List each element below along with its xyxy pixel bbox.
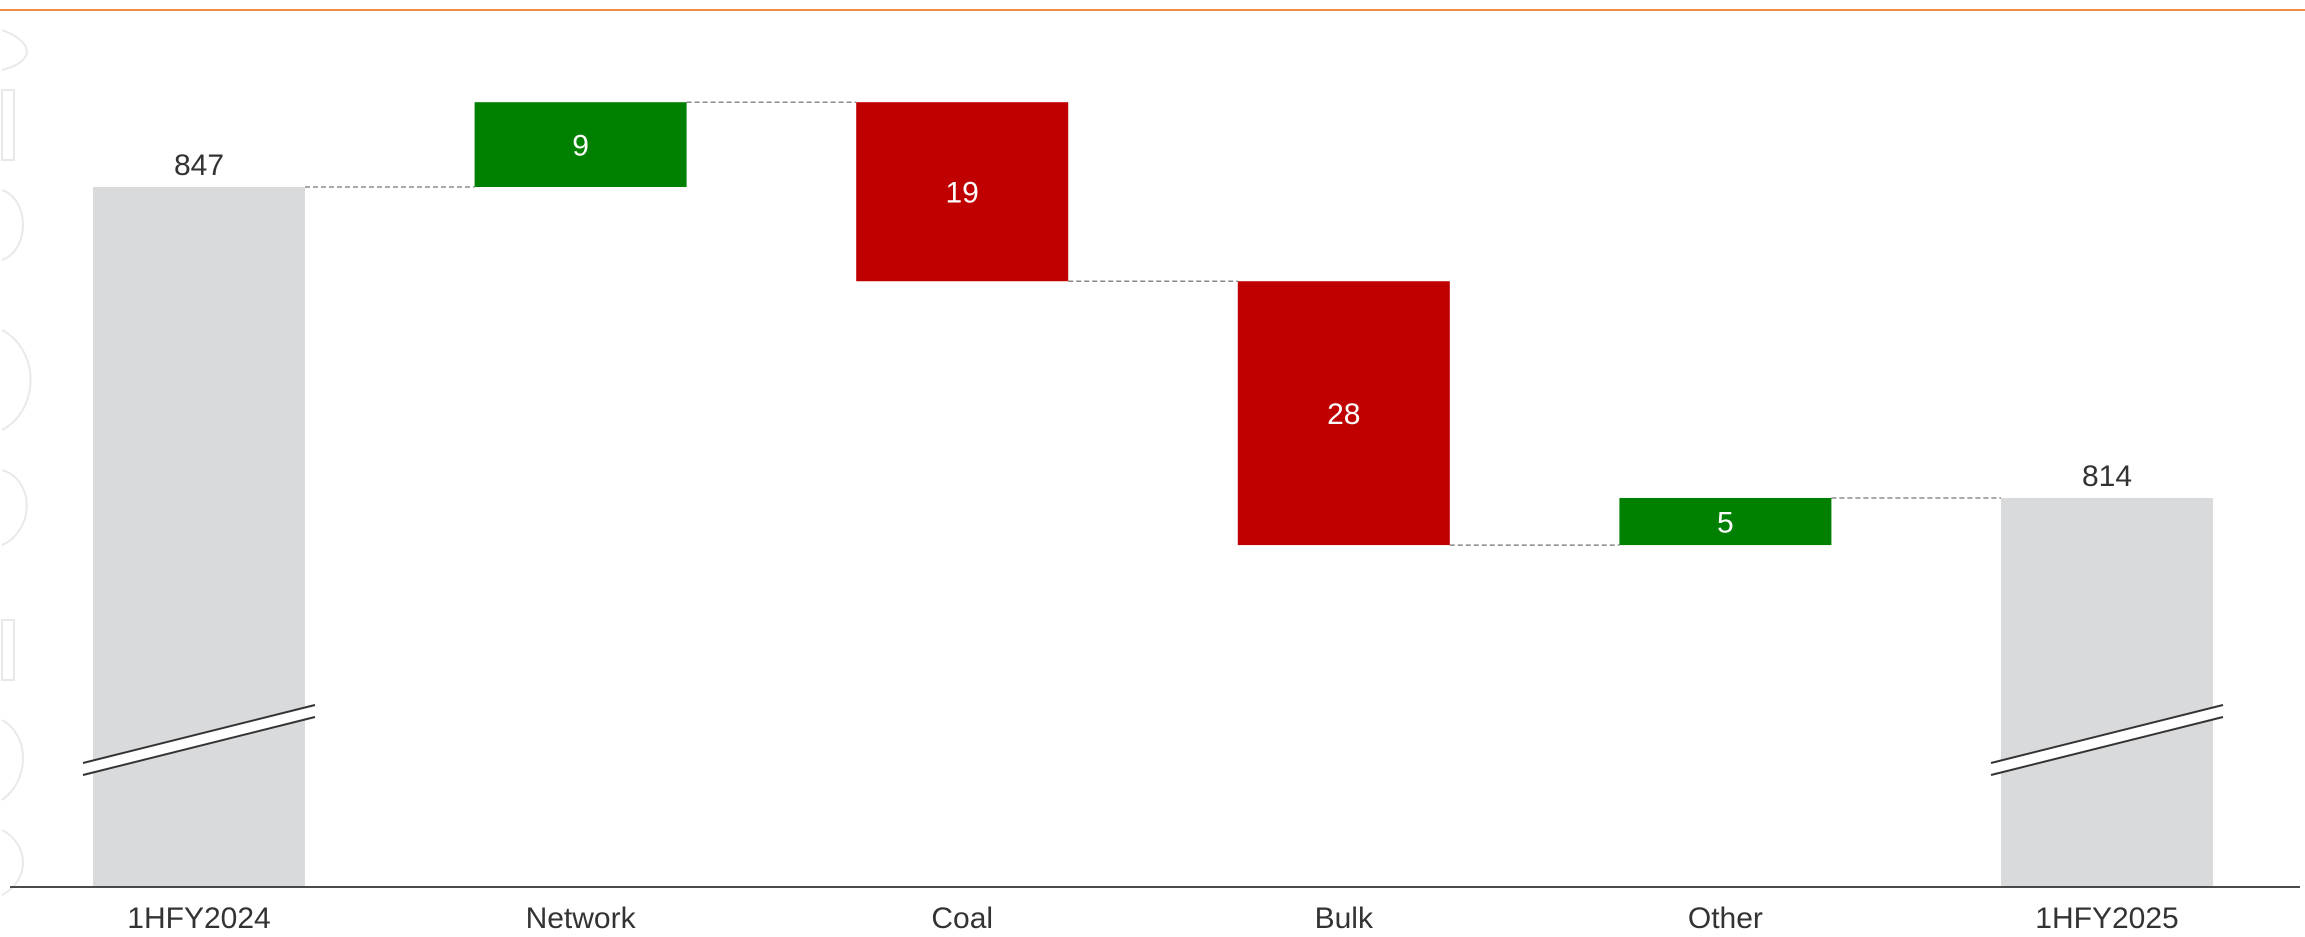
category-label-coal: Coal bbox=[931, 902, 993, 935]
axis-break-gap-1hfy2025 bbox=[1991, 705, 2223, 775]
category-label-network: Network bbox=[526, 902, 637, 935]
axis-break-line-lower-1hfy2024 bbox=[82, 716, 316, 776]
bar-bulk bbox=[1237, 281, 1450, 546]
bar-1hfy2025 bbox=[2001, 497, 2213, 887]
bar-1hfy2024 bbox=[93, 187, 305, 887]
value-label-bulk: 28 bbox=[1327, 398, 1360, 431]
category-label-1hfy2024: 1HFY2024 bbox=[127, 902, 270, 935]
value-label-1hfy2024: 847 bbox=[174, 149, 224, 182]
bar-other bbox=[1619, 497, 1832, 546]
value-label-1hfy2025: 814 bbox=[2082, 460, 2132, 493]
category-labels: 1HFY2024 Network Coal Bulk Other 1HFY2025 bbox=[127, 902, 2178, 935]
value-label-network: 9 bbox=[572, 130, 589, 163]
bar-coal bbox=[856, 102, 1069, 282]
category-label-other: Other bbox=[1688, 902, 1763, 935]
value-labels: 847 9 19 28 5 814 bbox=[174, 130, 2132, 540]
category-label-bulk: Bulk bbox=[1315, 902, 1374, 935]
axis-break-line-lower-1hfy2025 bbox=[1990, 716, 2224, 776]
value-label-coal: 19 bbox=[946, 177, 979, 210]
axis-break-line-upper-1hfy2025 bbox=[1990, 704, 2224, 764]
value-label-other: 5 bbox=[1717, 507, 1734, 540]
axis-break-marks bbox=[82, 704, 2224, 776]
connector-lines bbox=[305, 101, 2001, 546]
axis-break-gap-1hfy2024 bbox=[83, 705, 315, 775]
category-label-1hfy2025: 1HFY2025 bbox=[2035, 902, 2178, 935]
watermark-glyphs bbox=[1, 29, 32, 896]
bar-network bbox=[474, 102, 687, 187]
axis-break-line-upper-1hfy2024 bbox=[82, 704, 316, 764]
bars bbox=[93, 102, 2213, 887]
